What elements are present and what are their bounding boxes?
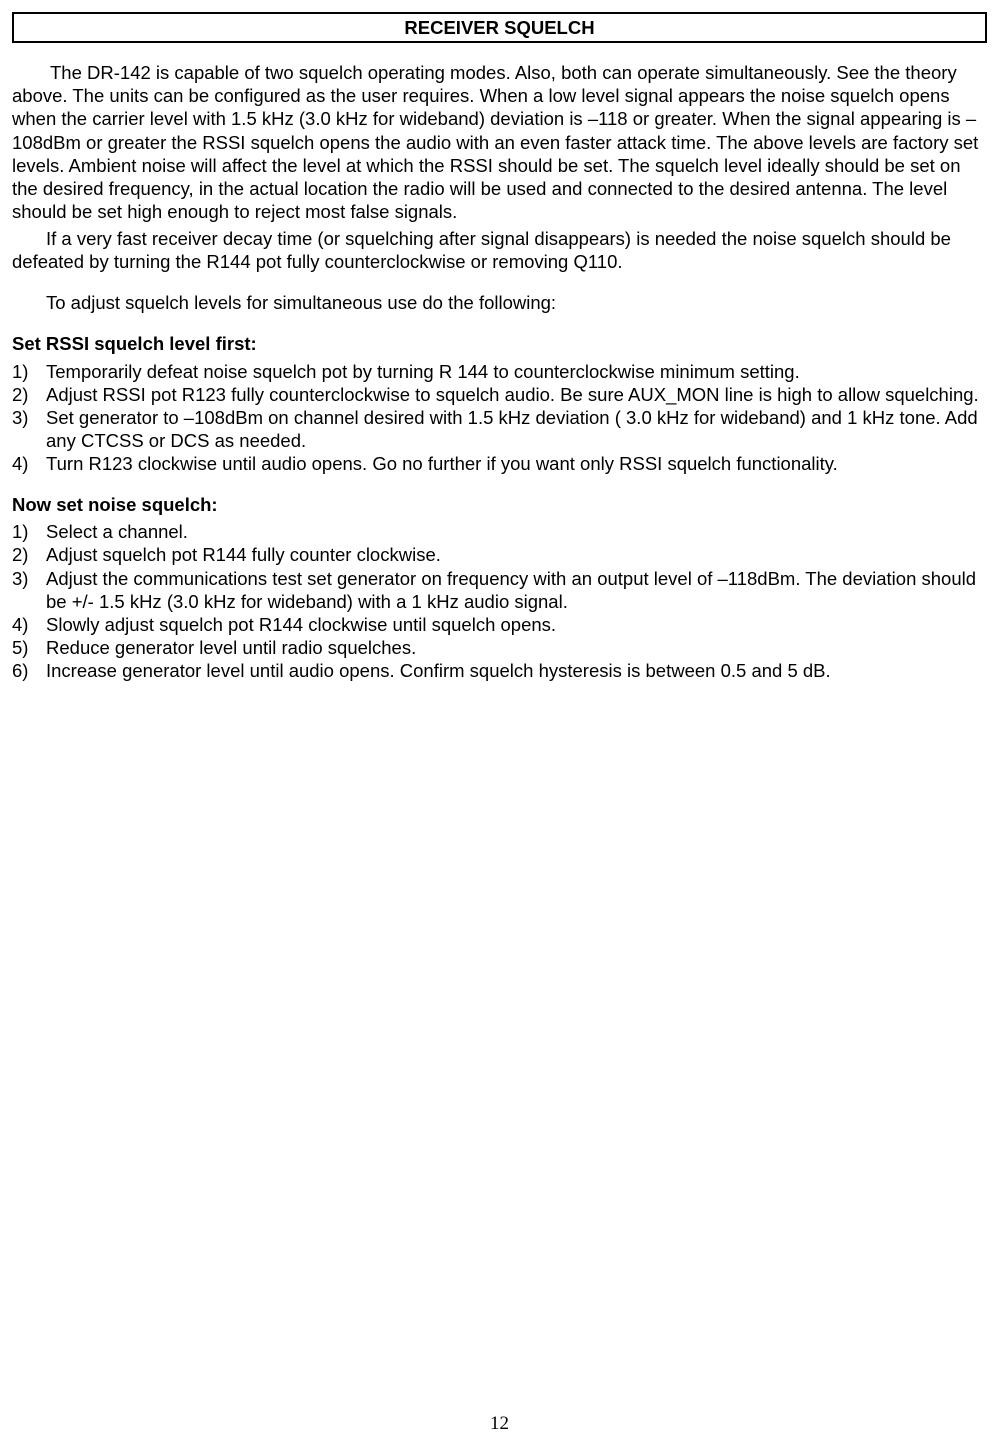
rssi-heading: Set RSSI squelch level first: <box>12 332 987 355</box>
page-number: 12 <box>0 1412 999 1436</box>
list-text: Select a channel. <box>46 520 987 543</box>
rssi-list: 1)Temporarily defeat noise squelch pot b… <box>12 360 987 476</box>
list-text: Set generator to –108dBm on channel desi… <box>46 406 987 452</box>
list-number: 1) <box>12 360 46 383</box>
list-number: 2) <box>12 543 46 566</box>
paragraph-3: To adjust squelch levels for simultaneou… <box>12 291 987 314</box>
list-text: Reduce generator level until radio squel… <box>46 636 987 659</box>
list-item: 4)Turn R123 clockwise until audio opens.… <box>12 452 987 475</box>
list-number: 3) <box>12 406 46 452</box>
list-item: 5)Reduce generator level until radio squ… <box>12 636 987 659</box>
list-text: Slowly adjust squelch pot R144 clockwise… <box>46 613 987 636</box>
noise-list: 1)Select a channel. 2)Adjust squelch pot… <box>12 520 987 682</box>
paragraph-1: The DR-142 is capable of two squelch ope… <box>12 61 987 223</box>
list-item: 1)Select a channel. <box>12 520 987 543</box>
list-item: 6)Increase generator level until audio o… <box>12 659 987 682</box>
list-text: Adjust RSSI pot R123 fully counterclockw… <box>46 383 987 406</box>
list-item: 2)Adjust squelch pot R144 fully counter … <box>12 543 987 566</box>
page-title: RECEIVER SQUELCH <box>404 17 594 38</box>
list-number: 6) <box>12 659 46 682</box>
list-item: 2)Adjust RSSI pot R123 fully countercloc… <box>12 383 987 406</box>
list-number: 4) <box>12 452 46 475</box>
list-item: 4)Slowly adjust squelch pot R144 clockwi… <box>12 613 987 636</box>
paragraph-2: If a very fast receiver decay time (or s… <box>12 227 987 273</box>
list-text: Turn R123 clockwise until audio opens. G… <box>46 452 987 475</box>
list-item: 1)Temporarily defeat noise squelch pot b… <box>12 360 987 383</box>
noise-heading: Now set noise squelch: <box>12 493 987 516</box>
list-number: 2) <box>12 383 46 406</box>
list-text: Adjust squelch pot R144 fully counter cl… <box>46 543 987 566</box>
list-text: Adjust the communications test set gener… <box>46 567 987 613</box>
list-number: 3) <box>12 567 46 613</box>
list-number: 4) <box>12 613 46 636</box>
list-text: Temporarily defeat noise squelch pot by … <box>46 360 987 383</box>
page-title-box: RECEIVER SQUELCH <box>12 12 987 43</box>
list-text: Increase generator level until audio ope… <box>46 659 987 682</box>
list-number: 5) <box>12 636 46 659</box>
list-item: 3)Adjust the communications test set gen… <box>12 567 987 613</box>
list-item: 3)Set generator to –108dBm on channel de… <box>12 406 987 452</box>
list-number: 1) <box>12 520 46 543</box>
